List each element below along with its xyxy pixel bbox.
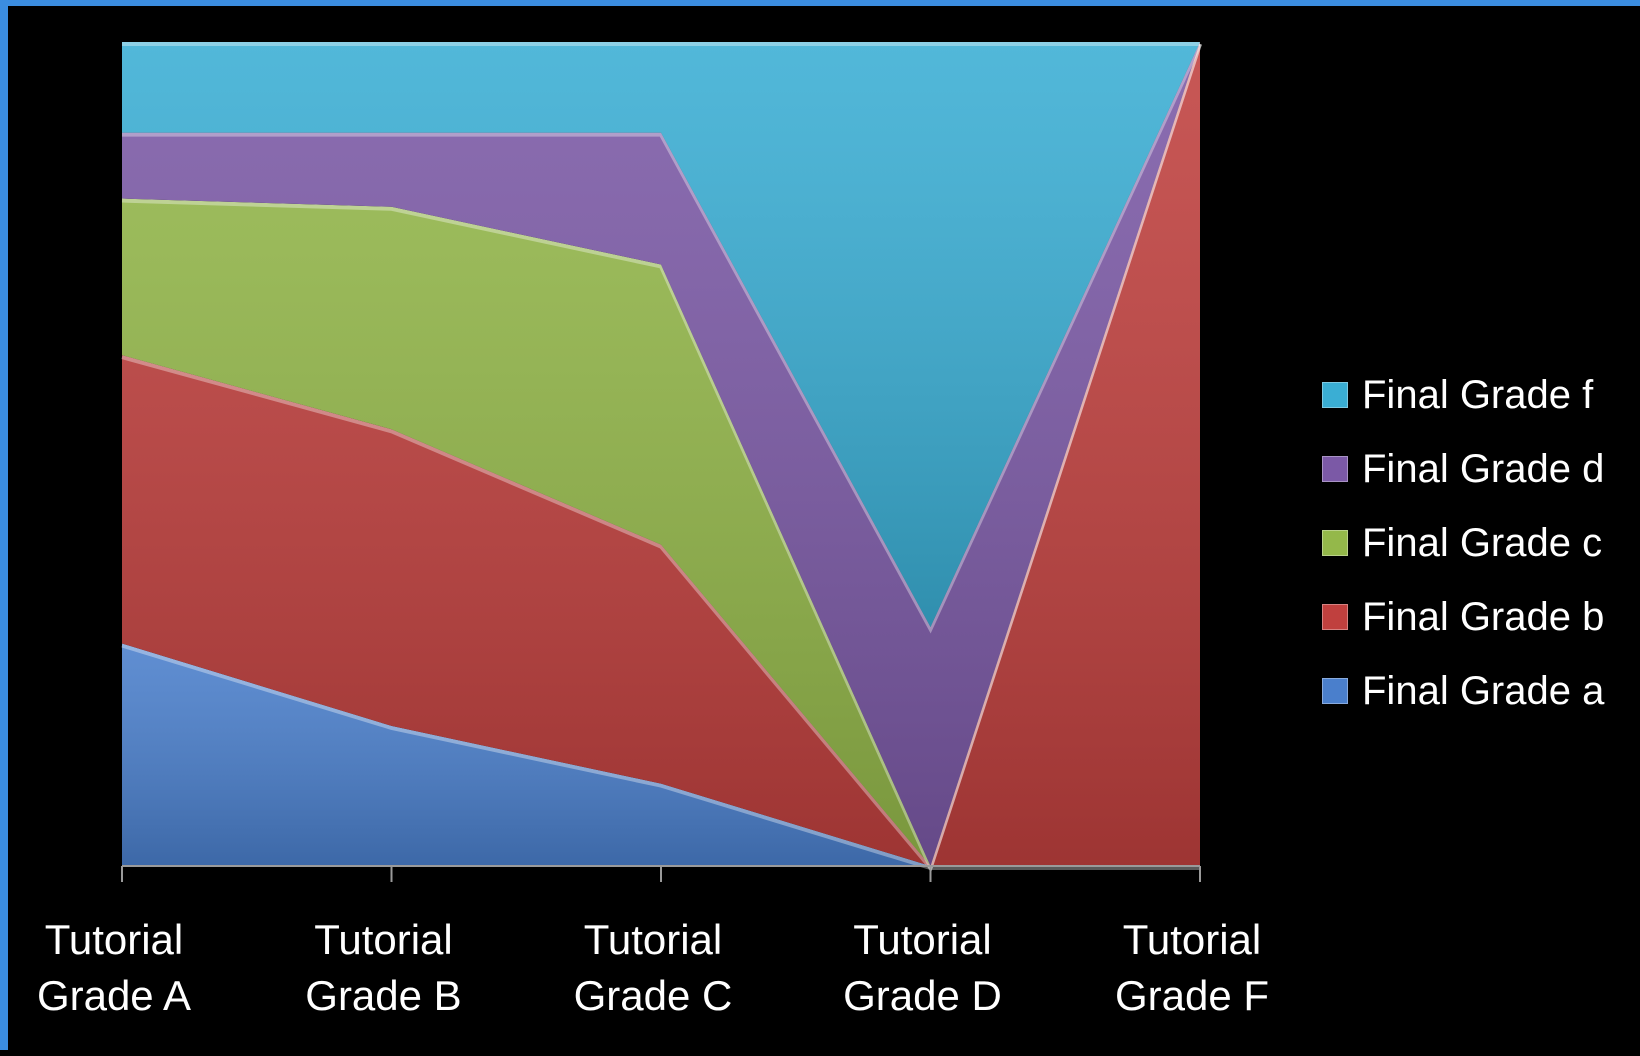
legend-label: Final Grade d	[1362, 446, 1605, 491]
legend-label: Final Grade b	[1362, 594, 1605, 639]
legend-swatch	[1322, 382, 1348, 408]
legend-swatch	[1322, 456, 1348, 482]
area-shading-final-grade-d	[122, 42, 1200, 866]
x-tick-label: Tutorial Grade A	[0, 912, 234, 1024]
area-layer	[121, 42, 1202, 874]
legend-item-final-grade-c: Final Grade c	[1322, 506, 1604, 580]
x-tick-label: Tutorial Grade D	[803, 912, 1043, 1024]
x-tick-label-line: Tutorial	[314, 916, 453, 963]
legend: Final Grade f Final Grade d Final Grade c F…	[1322, 358, 1604, 728]
legend-label: Final Grade c	[1362, 520, 1603, 565]
area-shading-final-grade-c	[122, 42, 1200, 866]
x-tick-label: Tutorial Grade C	[533, 912, 773, 1024]
x-tick-label-line: Tutorial	[1122, 916, 1262, 963]
legend-swatch	[1322, 678, 1348, 704]
area-shading-final-grade-b	[122, 42, 1200, 866]
x-tick-label-line: Tutorial	[853, 916, 992, 963]
area-shading-final-grade-f	[122, 42, 1200, 628]
x-tick-label-line: Grade F	[1114, 972, 1270, 1019]
stacked-area-chart	[121, 42, 1202, 882]
legend-item-final-grade-f: Final Grade f	[1322, 358, 1604, 432]
x-tick-label: Tutorial Grade F	[1072, 912, 1312, 1024]
x-tick-label-line: Tutorial	[44, 916, 184, 963]
x-tick-label-line: Tutorial	[583, 916, 723, 963]
area-edge-final-grade-c	[121, 43, 1202, 874]
legend-label: Final Grade a	[1362, 668, 1605, 713]
area-shading-final-grade-a	[122, 643, 1200, 866]
legend-label: Final Grade f	[1362, 372, 1594, 417]
x-tick-label-line: Grade C	[573, 972, 733, 1019]
x-tick-label-line: Grade D	[843, 972, 1002, 1019]
x-axis	[121, 865, 1201, 882]
legend-item-final-grade-a: Final Grade a	[1322, 654, 1604, 728]
x-tick-label-line: Grade A	[36, 972, 192, 1019]
legend-swatch	[1322, 530, 1348, 556]
x-tick-label-line: Grade B	[305, 972, 462, 1019]
area-edge-final-grade-b	[121, 43, 1202, 873]
x-tick-label: Tutorial Grade B	[264, 912, 504, 1024]
legend-swatch	[1322, 604, 1348, 630]
area-edge-final-grade-d	[122, 43, 1202, 634]
area-edge-final-grade-a	[121, 643, 1200, 870]
legend-item-final-grade-b: Final Grade b	[1322, 580, 1604, 654]
legend-item-final-grade-d: Final Grade d	[1322, 432, 1604, 506]
